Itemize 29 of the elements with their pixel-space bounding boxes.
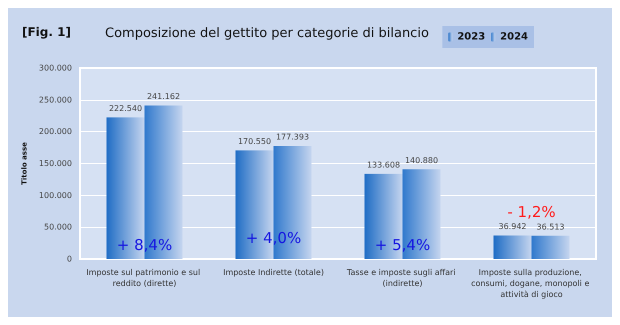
y-tick-label: 150.000	[38, 159, 72, 168]
y-tick-label: 250.000	[38, 95, 72, 104]
y-tick-label: 0	[66, 254, 72, 264]
x-tick-label: Imposte sul patrimonio e sul reddito (dirette)	[86, 268, 203, 288]
text: [Fig. 1]	[22, 25, 71, 39]
legend-label: 2023	[457, 32, 486, 42]
data-label: 140.880	[404, 156, 438, 165]
x-tick-label: Imposte sulla produzione, consumi, dogane, monopoli e attività di gioco	[471, 268, 592, 299]
data-label: 241.162	[146, 92, 180, 101]
data-label: 177.393	[276, 132, 310, 142]
y-tick-label: 300.000	[38, 64, 72, 72]
chart-title: Composizione del gettito per categorie di bilancio	[105, 26, 429, 41]
data-label: 36.513	[536, 222, 564, 232]
annotation: + 8,4%	[116, 236, 172, 254]
data-label: 133.608	[366, 160, 400, 170]
y-tick-label: 200.000	[38, 127, 72, 136]
annotation: + 5,4%	[374, 236, 430, 254]
y-tick-label: 50.000	[44, 222, 72, 232]
data-label: 222.540	[108, 104, 142, 113]
x-tick-label: Imposte Indirette (totale)	[223, 268, 324, 277]
annotation: + 4,0%	[246, 228, 302, 247]
y-tick-label: 100.000	[38, 190, 72, 200]
legend-label: 2024	[500, 32, 528, 42]
data-label: 170.550	[238, 136, 272, 146]
x-tick-label: Tasse e imposte sugli affari (indirette)	[346, 268, 458, 288]
bar	[494, 235, 532, 259]
bar	[532, 236, 570, 259]
annotation: - 1,2%	[507, 202, 556, 221]
data-label: 36.942	[498, 222, 526, 231]
